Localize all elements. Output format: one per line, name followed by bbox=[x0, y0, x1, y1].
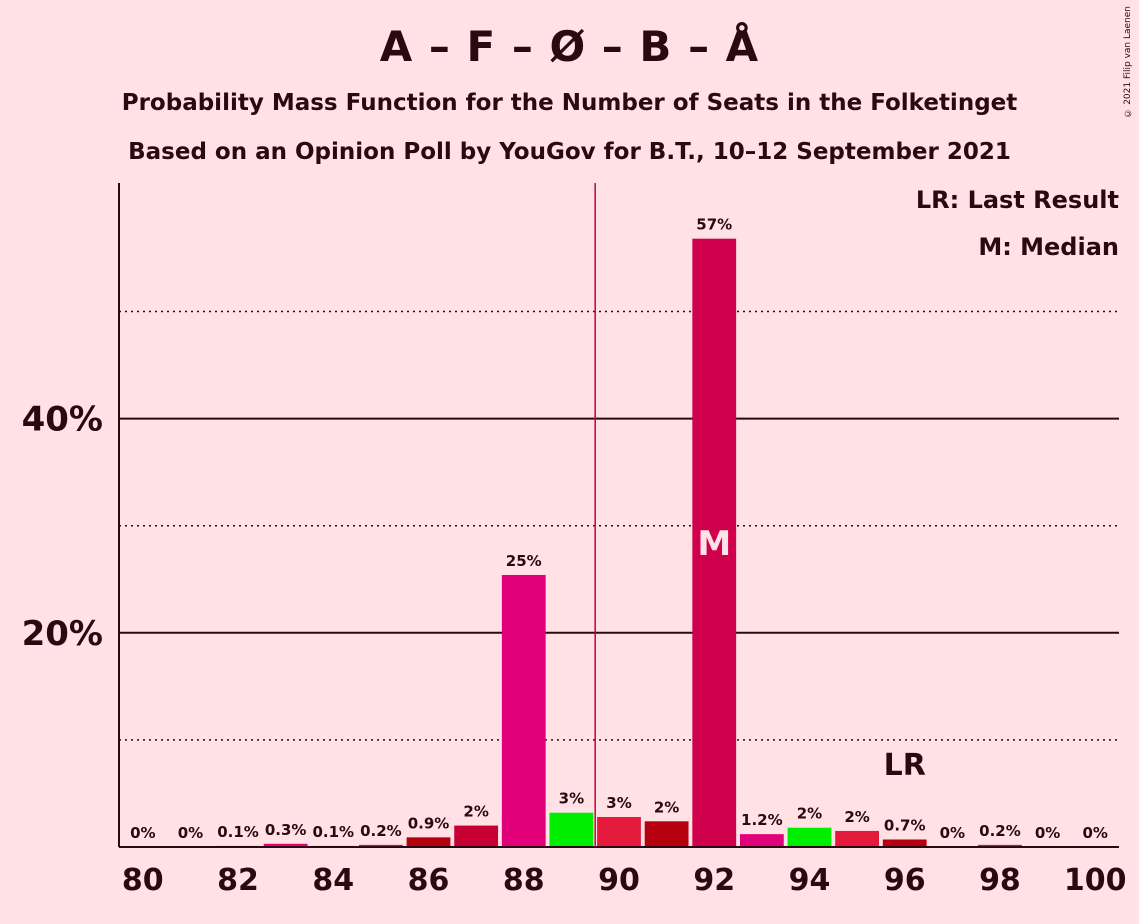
bar-label-99: 0% bbox=[1035, 824, 1060, 842]
bar-label-82: 0.1% bbox=[217, 823, 259, 841]
bar-92 bbox=[692, 238, 737, 848]
bar-98 bbox=[978, 844, 1022, 847]
x-tick-label: 86 bbox=[408, 863, 450, 898]
chart-subtitle-2: Based on an Opinion Poll by YouGov for B… bbox=[128, 139, 1011, 165]
bar-label-92: 57% bbox=[696, 216, 732, 234]
x-tick-label: 90 bbox=[598, 863, 640, 898]
bar-label-84: 0.1% bbox=[312, 823, 354, 841]
x-tick-label: 100 bbox=[1064, 863, 1127, 898]
bar-94 bbox=[787, 827, 832, 847]
bar-label-89: 3% bbox=[559, 790, 584, 808]
y-tick-label: 20% bbox=[22, 614, 103, 654]
y-tick-label: 40% bbox=[22, 400, 103, 440]
bar-label-90: 3% bbox=[606, 794, 631, 812]
x-tick-label: 88 bbox=[503, 863, 545, 898]
chart-subtitle-1: Probability Mass Function for the Number… bbox=[121, 90, 1018, 116]
bar-90 bbox=[597, 817, 641, 847]
bar-label-85: 0.2% bbox=[360, 822, 402, 840]
x-tick-label: 96 bbox=[884, 863, 926, 898]
bar-86 bbox=[406, 837, 451, 847]
bar-label-93: 1.2% bbox=[741, 811, 783, 829]
bar-96 bbox=[882, 839, 927, 847]
bar-label-95: 2% bbox=[844, 808, 869, 826]
bar-label-94: 2% bbox=[797, 805, 822, 823]
x-tick-label: 80 bbox=[122, 863, 164, 898]
bar-88 bbox=[501, 574, 546, 847]
x-tick-label: 92 bbox=[693, 863, 735, 898]
gridlines bbox=[119, 310, 1119, 741]
bar-label-83: 0.3% bbox=[265, 821, 307, 839]
bar-label-100: 0% bbox=[1082, 824, 1107, 842]
axes: 20% 40% 80 82 84 86 88 90 92 94 96 98 100 bbox=[22, 183, 1127, 898]
bar-91 bbox=[644, 821, 689, 847]
median-marker: M bbox=[697, 524, 731, 564]
bar-93 bbox=[739, 834, 784, 847]
bar-85 bbox=[359, 844, 403, 847]
last-result-marker: LR bbox=[884, 748, 926, 783]
bar-label-80: 0% bbox=[130, 824, 155, 842]
chart-title: A – F – Ø – B – Å bbox=[379, 22, 760, 71]
bar-87 bbox=[454, 825, 499, 847]
bar-label-91: 2% bbox=[654, 798, 679, 816]
bar-95 bbox=[835, 830, 879, 847]
legend-median: M: Median bbox=[978, 233, 1119, 261]
bar-label-88: 25% bbox=[506, 552, 542, 570]
x-tick-label: 84 bbox=[312, 863, 354, 898]
bar-label-98: 0.2% bbox=[979, 822, 1021, 840]
bar-label-87: 2% bbox=[463, 803, 488, 821]
bar-89 bbox=[549, 812, 594, 847]
bar-labels: 0% 0% 0.1% 0.3% 0.1% 0.2% 0.9% 2% 25% 3% 3% 2% 57% 1.… bbox=[130, 216, 1108, 842]
bar-label-96: 0.7% bbox=[884, 817, 926, 835]
bars bbox=[216, 238, 1022, 848]
x-tick-label: 94 bbox=[789, 863, 831, 898]
x-tick-label: 82 bbox=[217, 863, 259, 898]
bar-label-81: 0% bbox=[178, 824, 203, 842]
bar-label-86: 0.9% bbox=[408, 814, 450, 832]
bar-83 bbox=[263, 843, 308, 847]
markers: M LR bbox=[594, 183, 926, 847]
legend-last-result: LR: Last Result bbox=[915, 186, 1119, 214]
x-tick-label: 98 bbox=[979, 863, 1021, 898]
bar-label-97: 0% bbox=[940, 824, 965, 842]
